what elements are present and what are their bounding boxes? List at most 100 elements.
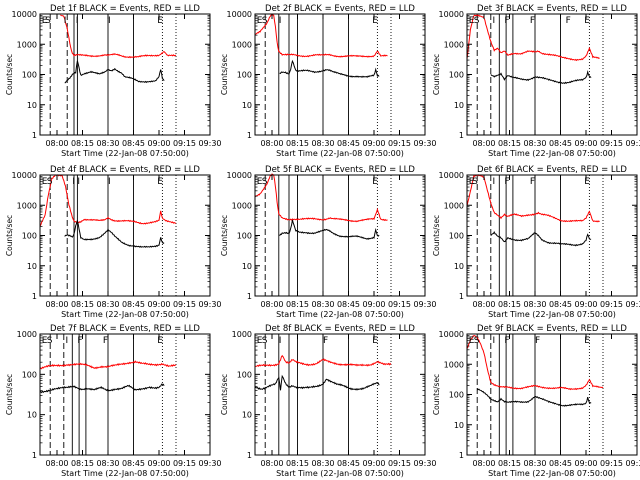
x-axis-label: Start Time (22-Jan-08 07:50:00) [61, 149, 189, 158]
y-tick-label: 10000 [227, 171, 252, 180]
x-tick-label: 08:30 [96, 139, 119, 148]
x-tick-label: 09:30 [625, 139, 640, 148]
y-tick-label: 10000 [439, 10, 464, 19]
x-tick-label: 09:00 [362, 300, 385, 309]
x-tick-label: 09:00 [147, 459, 170, 468]
event-marker-i: I [493, 177, 496, 187]
x-tick-label: 08:00 [260, 459, 283, 468]
x-tick-label: 08:45 [122, 300, 145, 309]
event-marker-e: E [157, 177, 163, 187]
y-tick-label: 1000 [444, 360, 464, 369]
y-tick-label: 100 [237, 71, 252, 80]
x-tick-label: 09:30 [198, 300, 221, 309]
y-tick-label: 10000 [227, 10, 252, 19]
event-marker-e: E [257, 16, 263, 26]
x-axis-label: Start Time (22-Jan-08 07:50:00) [276, 149, 404, 158]
x-tick-label: 08:15 [71, 459, 94, 468]
series-line-lld [254, 354, 392, 367]
series-line-lld [39, 174, 177, 227]
y-tick-label: 10 [242, 411, 252, 420]
x-axis-label: Start Time (22-Jan-08 07:50:00) [61, 310, 189, 319]
plot-frame [254, 13, 426, 136]
x-tick-label: 08:00 [472, 459, 495, 468]
event-marker-e: E [42, 177, 48, 187]
x-axis-label: Start Time (22-Jan-08 07:50:00) [488, 149, 616, 158]
x-tick-label: 08:30 [311, 459, 334, 468]
y-tick-label: 10 [242, 262, 252, 271]
x-tick-label: 08:30 [311, 139, 334, 148]
y-axis-label: Counts/sec [220, 54, 229, 95]
x-tick-label: 08:00 [45, 459, 68, 468]
event-marker-i: I [76, 16, 79, 26]
event-marker-e: E [372, 16, 378, 26]
x-tick-label: 08:00 [260, 139, 283, 148]
event-marker-s: S [47, 336, 53, 346]
y-tick-label: 100 [22, 370, 37, 379]
event-marker-i: I [72, 177, 75, 187]
y-tick-label: 1 [459, 131, 464, 140]
event-marker-e: E [469, 336, 475, 346]
x-tick-label: 08:15 [286, 300, 309, 309]
y-tick-label: 1000 [444, 40, 464, 49]
x-tick-label: 08:30 [96, 459, 119, 468]
x-tick-label: 08:30 [523, 139, 546, 148]
x-tick-label: 09:00 [574, 139, 597, 148]
x-tick-label: 09:15 [388, 139, 411, 148]
panel-title: Det 8f BLACK = Events, RED = LLD [265, 324, 415, 334]
panel-title: Det 9f BLACK = Events, RED = LLD [477, 324, 627, 334]
event-marker-i: I [108, 16, 111, 26]
event-marker-i: I [279, 336, 282, 346]
event-marker-s: S [474, 336, 480, 346]
event-marker-e: E [469, 16, 475, 26]
event-marker-f: F [504, 177, 509, 187]
x-tick-label: 09:00 [362, 139, 385, 148]
y-tick-label: 10 [454, 101, 464, 110]
y-axis-label: Counts/sec [432, 215, 441, 256]
panel-title: Det 1f BLACK = Events, RED = LLD [50, 4, 200, 14]
y-tick-label: 1 [247, 131, 252, 140]
x-tick-label: 09:00 [574, 300, 597, 309]
series-line-lld [254, 173, 388, 223]
y-tick-label: 1000 [17, 40, 37, 49]
x-axis-label: Start Time (22-Jan-08 07:50:00) [61, 469, 189, 478]
x-tick-label: 08:45 [549, 459, 572, 468]
y-tick-label: 100 [237, 370, 252, 379]
y-tick-label: 100 [237, 232, 252, 241]
event-marker-e: E [372, 177, 378, 187]
event-marker-e: E [257, 177, 263, 187]
x-tick-label: 09:30 [625, 300, 640, 309]
y-axis-label: Counts/sec [5, 54, 14, 95]
y-tick-label: 100 [449, 232, 464, 241]
event-marker-f: F [530, 177, 535, 187]
event-marker-f: F [103, 336, 108, 346]
series-line-events [254, 374, 380, 391]
x-tick-label: 08:30 [523, 459, 546, 468]
plot-frame [466, 174, 638, 297]
event-marker-i: I [66, 336, 69, 346]
y-tick-label: 10000 [12, 10, 37, 19]
event-marker-e: E [42, 336, 48, 346]
x-tick-label: 09:15 [173, 459, 196, 468]
plot-frame [466, 333, 638, 456]
series-line-events [39, 383, 165, 394]
x-axis-label: Start Time (22-Jan-08 07:50:00) [276, 469, 404, 478]
event-marker-e: E [157, 16, 163, 26]
plot-frame [254, 333, 426, 456]
series-line-events [476, 388, 592, 407]
x-tick-label: 09:15 [600, 139, 623, 148]
y-axis-label: Counts/sec [220, 215, 229, 256]
x-tick-label: 08:00 [45, 300, 68, 309]
x-tick-label: 09:15 [388, 300, 411, 309]
event-marker-f: F [535, 336, 540, 346]
x-tick-label: 09:15 [600, 300, 623, 309]
x-tick-label: 09:15 [600, 459, 623, 468]
x-tick-label: 09:15 [173, 139, 196, 148]
y-tick-label: 10 [27, 101, 37, 110]
y-axis-label: Counts/sec [220, 374, 229, 415]
plot-frame [254, 174, 426, 297]
y-tick-label: 1000 [232, 201, 252, 210]
x-tick-label: 09:30 [413, 139, 436, 148]
x-tick-label: 09:30 [413, 300, 436, 309]
x-tick-label: 08:45 [122, 139, 145, 148]
